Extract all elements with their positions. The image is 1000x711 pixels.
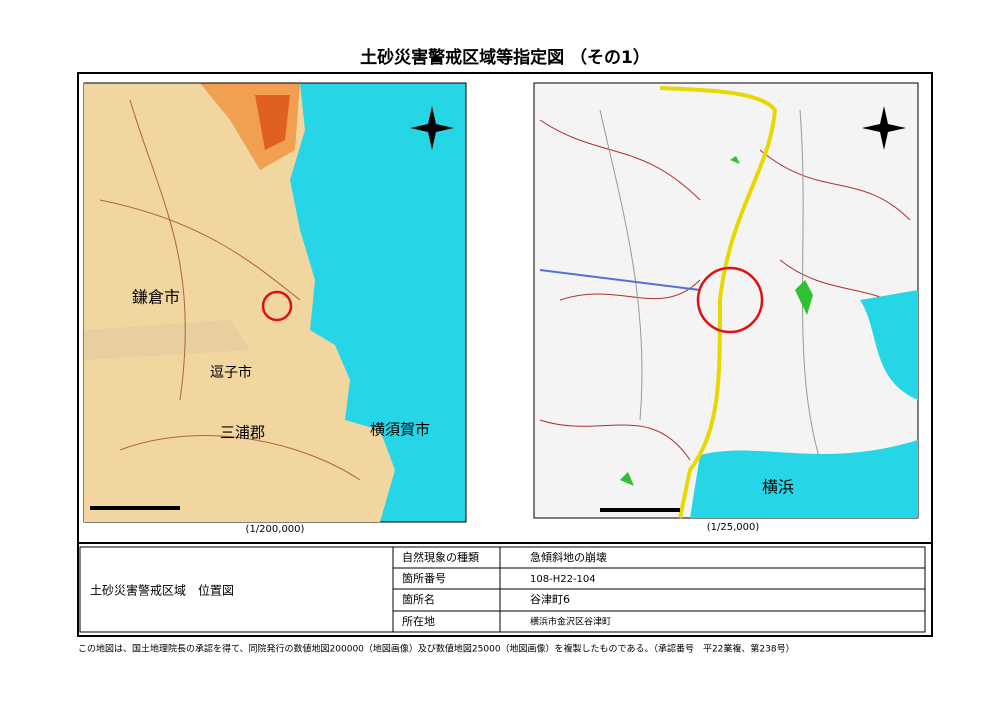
cell: 自然現象の種類 bbox=[402, 550, 479, 564]
cell: 箇所名 bbox=[402, 592, 435, 606]
table-caption: 土砂災害警戒区域 位置図 bbox=[90, 583, 234, 598]
map-label: 横須賀市 bbox=[370, 421, 430, 439]
map-label: 横浜 bbox=[762, 478, 794, 497]
cell: 箇所番号 bbox=[402, 571, 446, 585]
cell: 108-H22-104 bbox=[530, 574, 596, 585]
map-scale: (1/200,000) bbox=[246, 524, 305, 535]
footer-note: この地図は、国土地理院長の承認を得て、同院発行の数値地図200000（地図画像）… bbox=[78, 643, 795, 655]
title: 土砂災害警戒区域等指定図 （その1） bbox=[360, 47, 650, 68]
cell: 谷津町6 bbox=[530, 593, 570, 606]
map-label: 逗子市 bbox=[210, 364, 252, 381]
map-scale: (1/25,000) bbox=[707, 522, 760, 533]
frame bbox=[77, 72, 933, 637]
map-label: 鎌倉市 bbox=[132, 288, 180, 307]
cell: 所在地 bbox=[402, 615, 435, 628]
overview-map: 鎌倉市 逗子市 横須賀市 三浦郡 bbox=[83, 82, 467, 523]
map-label: 三浦郡 bbox=[220, 424, 265, 442]
detail-map: 横浜 bbox=[533, 82, 919, 519]
info-table bbox=[79, 546, 926, 633]
cell: 急傾斜地の崩壊 bbox=[530, 550, 607, 564]
cell: 横浜市金沢区谷津町 bbox=[530, 616, 611, 628]
